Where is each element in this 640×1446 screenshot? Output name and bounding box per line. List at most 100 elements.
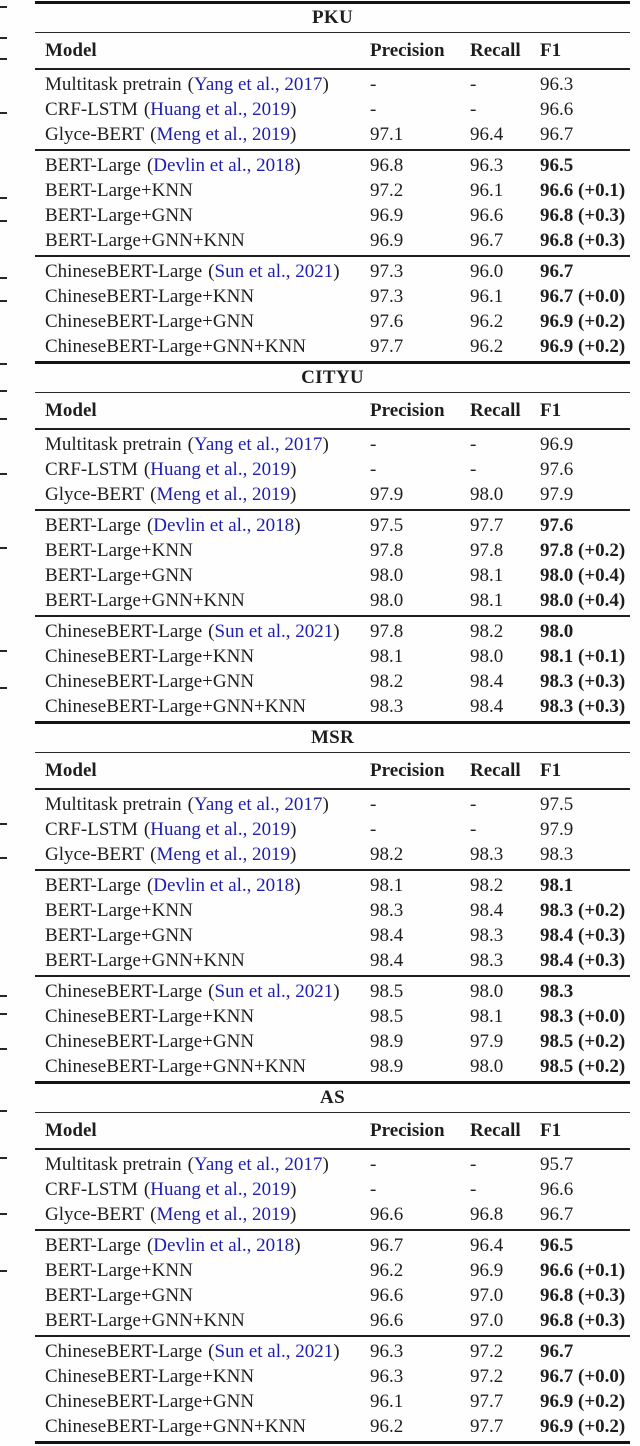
citation: (Devlin et al., 2018)	[146, 154, 301, 176]
model-name: Multitask pretrain	[45, 433, 182, 455]
citation-link[interactable]: Meng et al., 2019	[156, 1203, 290, 1225]
section-top-rule	[35, 361, 630, 364]
column-header-f1: F1	[540, 1119, 562, 1141]
model-cell: BERT-Large+GNN	[35, 925, 370, 947]
recall-value: 98.1	[470, 1005, 504, 1027]
citation-link[interactable]: Huang et al., 2019	[150, 1178, 291, 1200]
model-name: BERT-Large+GNN+KNN	[45, 949, 245, 971]
model-name: BERT-Large+GNN	[45, 1284, 193, 1306]
recall-value: 97.0	[470, 1284, 504, 1306]
model-cell: ChineseBERT-Large (Sun et al., 2021)	[35, 981, 370, 1003]
citation: (Sun et al., 2021)	[208, 620, 340, 642]
group-separator-rule	[35, 255, 630, 257]
citation-link[interactable]: Yang et al., 2017	[194, 73, 323, 95]
group-separator-rule	[35, 149, 630, 151]
title-underline-rule	[35, 32, 630, 33]
citation-link[interactable]: Sun et al., 2021	[214, 980, 334, 1002]
model-cell: ChineseBERT-Large+GNN	[35, 671, 370, 693]
header-underline-rule	[35, 428, 630, 430]
citation-link[interactable]: Huang et al., 2019	[150, 98, 291, 120]
f1-value: 96.6	[540, 1178, 574, 1200]
citation-link[interactable]: Huang et al., 2019	[150, 458, 291, 480]
margin-tick	[0, 857, 7, 859]
model-group: Multitask pretrain (Yang et al., 2017) - …	[35, 430, 630, 509]
model-group: ChineseBERT-Large (Sun et al., 2021) 97.3…	[35, 257, 630, 361]
precision-value: 97.1	[370, 123, 404, 145]
group-separator-rule	[35, 869, 630, 871]
precision-value: 98.4	[370, 949, 404, 971]
column-header-model: Model	[45, 39, 97, 61]
model-cell: CRF-LSTM (Huang et al., 2019)	[35, 459, 370, 481]
citation: (Huang et al., 2019)	[143, 458, 297, 480]
citation-link[interactable]: Devlin et al., 2018	[153, 514, 295, 536]
model-cell: Glyce-BERT (Meng et al., 2019)	[35, 484, 370, 506]
f1-value: 98.3 (+0.2)	[540, 899, 626, 921]
model-name: Glyce-BERT	[45, 843, 145, 865]
model-group: Multitask pretrain (Yang et al., 2017) - …	[35, 790, 630, 869]
citation-link[interactable]: Meng et al., 2019	[156, 123, 290, 145]
recall-value: 98.0	[470, 1055, 504, 1077]
f1-value: 96.9 (+0.2)	[540, 310, 626, 332]
citation: (Meng et al., 2019)	[150, 483, 297, 505]
recall-value: 96.4	[470, 123, 504, 145]
model-name: BERT-Large	[45, 1234, 141, 1256]
model-name: BERT-Large+KNN	[45, 1259, 193, 1281]
f1-value: 98.0 (+0.4)	[540, 589, 626, 611]
citation-link[interactable]: Devlin et al., 2018	[153, 154, 295, 176]
recall-value: 97.7	[470, 514, 504, 536]
f1-value: 96.3	[540, 73, 574, 95]
model-cell: ChineseBERT-Large+KNN	[35, 1006, 370, 1028]
table-row: ChineseBERT-Large (Sun et al., 2021) 97.3…	[35, 259, 630, 284]
model-name: CRF-LSTM	[45, 1178, 138, 1200]
table-row: ChineseBERT-Large+GNN 97.6 96.2 96.9 (+0…	[35, 309, 630, 334]
table-row: BERT-Large (Devlin et al., 2018) 96.7 96.…	[35, 1233, 630, 1258]
f1-value: 96.6 (+0.1)	[540, 179, 626, 201]
citation-link[interactable]: Devlin et al., 2018	[153, 1234, 295, 1256]
precision-value: 97.2	[370, 179, 404, 201]
f1-value: 97.9	[540, 818, 574, 840]
column-header-recall: Recall	[470, 1119, 521, 1141]
citation-link[interactable]: Meng et al., 2019	[156, 843, 290, 865]
f1-value: 96.7	[540, 123, 574, 145]
table-row: BERT-Large+GNN 98.0 98.1 98.0 (+0.4)	[35, 563, 630, 588]
recall-value: -	[470, 98, 477, 120]
precision-value: 97.8	[370, 620, 404, 642]
citation-link[interactable]: Meng et al., 2019	[156, 483, 290, 505]
model-cell: ChineseBERT-Large (Sun et al., 2021)	[35, 621, 370, 643]
citation-link[interactable]: Sun et al., 2021	[214, 260, 334, 282]
precision-value: 97.8	[370, 539, 404, 561]
model-cell: BERT-Large+KNN	[35, 1260, 370, 1282]
recall-value: 96.4	[470, 1234, 504, 1256]
recall-value: 96.7	[470, 229, 504, 251]
table-row: Glyce-BERT (Meng et al., 2019) 96.6 96.8 …	[35, 1202, 630, 1227]
recall-value: 98.3	[470, 924, 504, 946]
citation-link[interactable]: Yang et al., 2017	[194, 1153, 323, 1175]
margin-tick	[0, 1270, 7, 1272]
recall-value: 97.0	[470, 1309, 504, 1331]
precision-value: 96.6	[370, 1203, 404, 1225]
model-name: Multitask pretrain	[45, 1153, 182, 1175]
citation-link[interactable]: Sun et al., 2021	[214, 620, 334, 642]
model-cell: Multitask pretrain (Yang et al., 2017)	[35, 794, 370, 816]
table-row: CRF-LSTM (Huang et al., 2019) - - 96.6	[35, 1177, 630, 1202]
model-cell: Glyce-BERT (Meng et al., 2019)	[35, 124, 370, 146]
recall-value: 98.0	[470, 483, 504, 505]
model-cell: BERT-Large (Devlin et al., 2018)	[35, 1235, 370, 1257]
recall-value: 96.0	[470, 260, 504, 282]
citation: (Meng et al., 2019)	[150, 1203, 297, 1225]
table-row: CRF-LSTM (Huang et al., 2019) - - 96.6	[35, 97, 630, 122]
model-group: BERT-Large (Devlin et al., 2018) 97.5 97.…	[35, 511, 630, 615]
citation-link[interactable]: Huang et al., 2019	[150, 818, 291, 840]
citation-link[interactable]: Yang et al., 2017	[194, 433, 323, 455]
model-cell: BERT-Large+GNN	[35, 205, 370, 227]
f1-value: 96.5	[540, 1234, 574, 1256]
citation-link[interactable]: Devlin et al., 2018	[153, 874, 295, 896]
precision-value: 97.3	[370, 285, 404, 307]
table-row: BERT-Large+GNN 96.9 96.6 96.8 (+0.3)	[35, 203, 630, 228]
citation-link[interactable]: Sun et al., 2021	[214, 1340, 334, 1362]
recall-value: -	[470, 1153, 477, 1175]
citation-link[interactable]: Yang et al., 2017	[194, 793, 323, 815]
model-cell: CRF-LSTM (Huang et al., 2019)	[35, 99, 370, 121]
recall-value: -	[470, 73, 477, 95]
